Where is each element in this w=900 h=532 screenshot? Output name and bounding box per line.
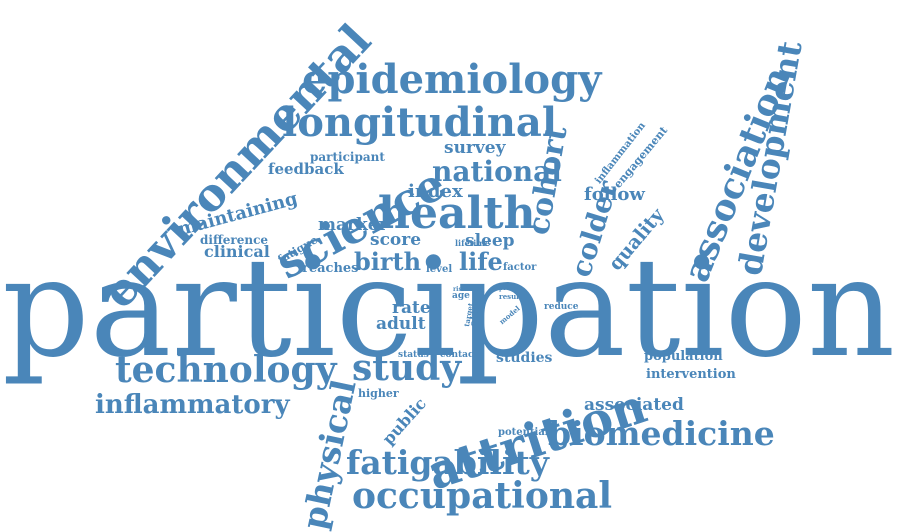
word-prior: prior — [499, 285, 516, 292]
word-reduce: reduce — [544, 302, 579, 312]
word-marker: marker — [318, 215, 388, 235]
word-fatigability: fatigability — [346, 443, 549, 482]
word-rate: rate — [392, 298, 431, 318]
word-inflammatory: inflammatory — [95, 390, 290, 420]
word-risk: risk — [453, 286, 466, 293]
word-difference: difference — [200, 233, 269, 247]
word-level: level — [426, 264, 453, 275]
word-reaches: reaches — [302, 261, 359, 276]
word-lifetime: lifetime — [455, 238, 490, 248]
word-health: health — [378, 188, 536, 239]
word-participant: participant — [310, 150, 385, 164]
word-technology: technology — [115, 349, 337, 391]
word-biomedicine: biomedicine — [548, 414, 775, 453]
word-occupational: occupational — [352, 475, 613, 517]
word-sleep: sleep — [465, 231, 515, 251]
word-potential: potential — [498, 427, 549, 438]
word-result: result — [499, 292, 523, 301]
word-contact: contact — [440, 350, 478, 360]
word-birth: birth — [354, 247, 422, 276]
word-higher: higher — [358, 387, 399, 400]
word-age: age — [452, 291, 470, 301]
word-population: population — [644, 349, 723, 364]
word-studies: studies — [496, 350, 553, 366]
word-status: status — [398, 350, 429, 360]
word-clinical: clinical — [204, 242, 270, 261]
word-associated: associated — [584, 395, 684, 415]
word-adult: adult — [376, 314, 426, 334]
word-life: life — [459, 247, 503, 276]
word-public: public — [378, 394, 431, 449]
word-index: index — [408, 181, 463, 202]
word-intervention: intervention — [646, 367, 736, 382]
word-follow: follow — [584, 184, 645, 205]
word-survey: survey — [444, 138, 506, 158]
word-score: score — [370, 230, 422, 250]
word-national: national — [432, 155, 562, 188]
word-factor: factor — [503, 262, 537, 273]
word-longitudinal: longitudinal — [282, 99, 558, 146]
word-feedback: feedback — [268, 160, 344, 178]
word-epidemiology: epidemiology — [302, 56, 602, 103]
word-study: study — [352, 347, 462, 389]
word-participation: participation — [2, 229, 896, 388]
